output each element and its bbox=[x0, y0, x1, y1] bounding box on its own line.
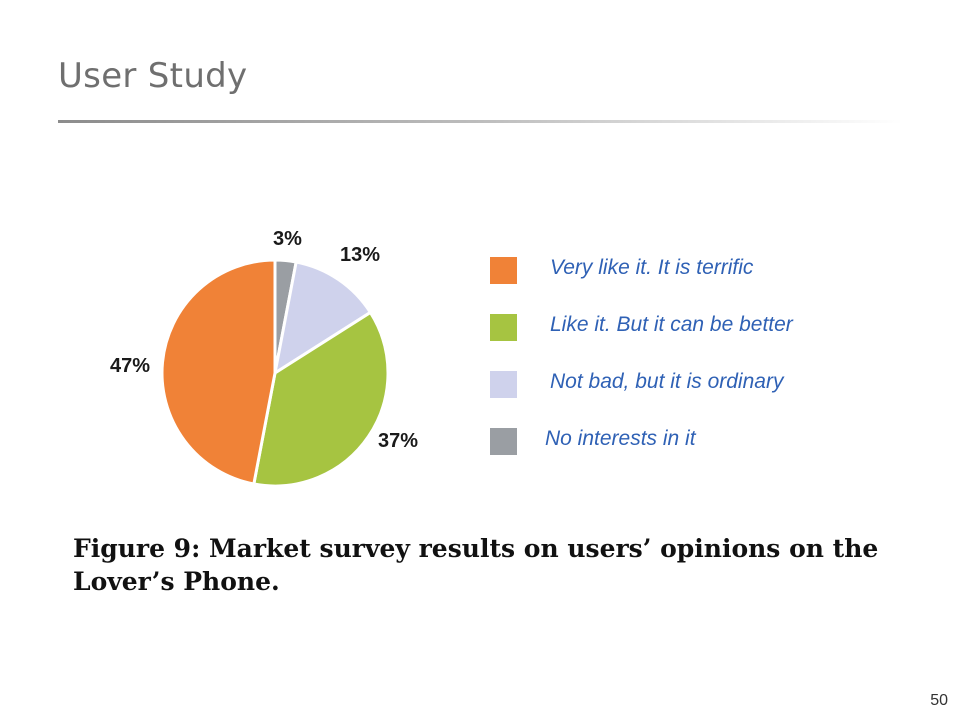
slice-percent-label: 37% bbox=[378, 430, 418, 452]
legend-swatch bbox=[490, 428, 517, 455]
legend-label: Not bad, but it is ordinary bbox=[550, 370, 784, 393]
legend-swatch bbox=[490, 314, 517, 341]
legend-item: Not bad, but it is ordinary bbox=[490, 368, 920, 425]
chart-legend: Very like it. It is terrific Like it. Bu… bbox=[490, 254, 920, 482]
legend-item: Like it. But it can be better bbox=[490, 311, 920, 368]
slice-percent-label: 3% bbox=[273, 228, 302, 250]
pie-slice bbox=[252, 310, 390, 488]
legend-label: Like it. But it can be better bbox=[550, 313, 793, 336]
pie-slice bbox=[160, 258, 277, 486]
legend-item: Very like it. It is terrific bbox=[490, 254, 920, 311]
title-divider bbox=[58, 120, 903, 123]
page-number: 50 bbox=[930, 692, 948, 709]
pie-slice bbox=[273, 260, 372, 375]
slide-title: User Study bbox=[58, 56, 248, 96]
legend-swatch bbox=[490, 257, 517, 284]
legend-label: No interests in it bbox=[545, 427, 696, 450]
slice-percent-label: 47% bbox=[110, 355, 150, 377]
pie-chart: 47% 37% 13% 3% bbox=[110, 228, 418, 488]
legend-label: Very like it. It is terrific bbox=[550, 256, 754, 279]
slice-percent-label: 13% bbox=[340, 244, 380, 266]
legend-swatch bbox=[490, 371, 517, 398]
figure-caption: Figure 9: Market survey results on users… bbox=[73, 534, 879, 596]
legend-item: No interests in it bbox=[490, 425, 920, 482]
